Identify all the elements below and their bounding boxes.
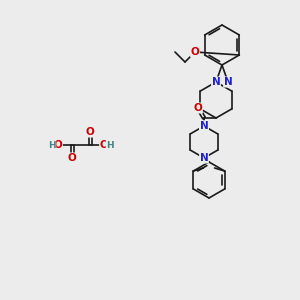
Text: H: H bbox=[106, 140, 114, 149]
Text: O: O bbox=[85, 127, 94, 137]
Text: N: N bbox=[200, 153, 208, 163]
Text: O: O bbox=[68, 153, 76, 163]
Text: O: O bbox=[54, 140, 62, 150]
Text: H: H bbox=[48, 140, 56, 149]
Text: N: N bbox=[200, 121, 208, 131]
Text: O: O bbox=[190, 47, 200, 57]
Text: O: O bbox=[194, 103, 202, 113]
Text: O: O bbox=[100, 140, 108, 150]
Text: N: N bbox=[200, 121, 208, 131]
Text: N: N bbox=[224, 77, 232, 87]
Text: N: N bbox=[212, 77, 220, 87]
